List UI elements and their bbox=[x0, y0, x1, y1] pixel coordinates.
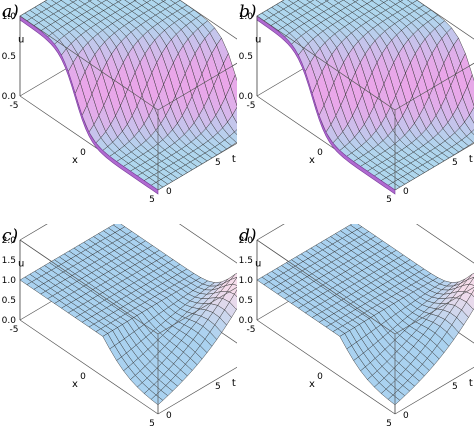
surface-patch bbox=[387, 394, 401, 406]
surface-patch bbox=[150, 394, 164, 406]
surface-patch bbox=[234, 289, 237, 298]
box-edge bbox=[19, 15, 159, 111]
front-box bbox=[19, 15, 237, 190]
box-edge bbox=[157, 286, 237, 335]
panel-label: d) bbox=[239, 226, 257, 246]
box-edge bbox=[256, 239, 396, 335]
box-edge bbox=[157, 366, 237, 415]
t-tick-label: 5 bbox=[215, 382, 221, 392]
t-tick-label: 5 bbox=[452, 158, 458, 168]
surface-patch bbox=[232, 277, 237, 286]
box-edge bbox=[157, 62, 237, 111]
front-box bbox=[256, 15, 474, 190]
x-tick-label: 0 bbox=[317, 372, 323, 382]
z-tick-label: 1.5 bbox=[239, 256, 253, 266]
z-tick-label: 1.0 bbox=[239, 276, 254, 286]
x-tick-label: -5 bbox=[10, 101, 19, 111]
x-tick-label: 0 bbox=[317, 148, 323, 158]
x-tick-label: 5 bbox=[386, 419, 392, 429]
t-tick-label: 0 bbox=[166, 411, 172, 421]
surface-plot-c: -505x0510t0.00.51.01.52.0u c) bbox=[0, 224, 237, 448]
z-tick-label: 0.5 bbox=[239, 296, 253, 306]
box-edge bbox=[256, 319, 396, 415]
z-tick-label: 2.0 bbox=[239, 236, 254, 246]
surface-plot-b: -505x0510t0.00.51.0u b) bbox=[237, 0, 474, 224]
box-edge bbox=[19, 319, 159, 415]
z-axis-label: u bbox=[18, 258, 24, 269]
t-tick-label: 5 bbox=[215, 158, 221, 168]
x-axis-label: x bbox=[309, 155, 315, 166]
box-edge bbox=[394, 62, 474, 111]
box-edge bbox=[19, 224, 48, 241]
surface-mesh bbox=[256, 224, 474, 406]
z-tick-label: 0.0 bbox=[239, 92, 254, 102]
z-tick-label: 1.0 bbox=[239, 12, 254, 22]
surface-mesh bbox=[19, 224, 237, 406]
front-box bbox=[256, 239, 474, 414]
x-tick-label: 0 bbox=[80, 148, 86, 158]
x-axis-label: x bbox=[72, 155, 78, 166]
surface-mesh bbox=[19, 0, 237, 191]
z-tick-label: 1.5 bbox=[2, 256, 16, 266]
t-axis-label: t bbox=[232, 378, 236, 389]
box-edge bbox=[394, 286, 474, 335]
z-axis-label: u bbox=[255, 34, 261, 45]
z-axis-label: u bbox=[255, 258, 261, 269]
box-edge bbox=[256, 224, 285, 241]
box-edge bbox=[19, 239, 159, 335]
panel-label: b) bbox=[239, 2, 257, 22]
panel-label: a) bbox=[2, 2, 19, 22]
x-tick-label: -5 bbox=[247, 101, 256, 111]
surface-plot-a: -505x0510t0.00.51.0u a) bbox=[0, 0, 237, 224]
surface-patch bbox=[232, 106, 237, 124]
t-tick-label: 0 bbox=[403, 411, 409, 421]
z-tick-label: 0.0 bbox=[239, 316, 254, 326]
t-tick-label: 0 bbox=[403, 187, 409, 197]
panel-label: c) bbox=[2, 226, 19, 246]
surface-patch bbox=[397, 0, 404, 2]
t-axis-label: t bbox=[469, 378, 473, 389]
surface-plot-svg: -505x0510t0.00.51.0u bbox=[239, 0, 474, 205]
box-edge bbox=[179, 224, 237, 264]
surface-mesh bbox=[256, 0, 474, 191]
x-tick-label: -5 bbox=[247, 325, 256, 335]
z-tick-label: 0.5 bbox=[2, 52, 16, 62]
t-axis-label: t bbox=[469, 154, 473, 165]
x-tick-label: 0 bbox=[80, 372, 86, 382]
front-edge-ribbon bbox=[19, 15, 159, 195]
front-edge-ribbon bbox=[256, 15, 396, 195]
surface-patch bbox=[160, 0, 167, 2]
front-box bbox=[19, 239, 237, 414]
t-tick-label: 0 bbox=[166, 187, 172, 197]
z-tick-label: 0.0 bbox=[2, 92, 17, 102]
surface-patch bbox=[469, 277, 474, 286]
z-tick-label: 0.5 bbox=[239, 52, 253, 62]
surface-patch bbox=[471, 129, 474, 136]
z-tick-label: 0.5 bbox=[2, 296, 16, 306]
x-axis-label: x bbox=[309, 379, 315, 390]
box-edge bbox=[394, 366, 474, 415]
x-tick-label: 5 bbox=[149, 195, 155, 205]
t-axis-label: t bbox=[232, 154, 236, 165]
z-tick-label: 2.0 bbox=[2, 236, 17, 246]
box-edge bbox=[256, 15, 396, 111]
z-tick-label: 1.0 bbox=[2, 12, 17, 22]
surface-plot-d: -505x0510t0.00.51.01.52.0u d) bbox=[237, 224, 474, 448]
surface-plot-svg: -505x0510t0.00.51.01.52.0u bbox=[239, 224, 474, 429]
z-tick-label: 1.0 bbox=[2, 276, 17, 286]
x-tick-label: -5 bbox=[10, 325, 19, 335]
surface-patch bbox=[234, 129, 237, 136]
z-tick-label: 0.0 bbox=[2, 316, 17, 326]
surface-plot-svg: -505x0510t0.00.51.0u bbox=[2, 0, 237, 205]
x-axis-label: x bbox=[72, 379, 78, 390]
x-tick-label: 5 bbox=[386, 195, 392, 205]
surface-plot-svg: -505x0510t0.00.51.01.52.0u bbox=[2, 224, 237, 429]
surface-patch bbox=[471, 289, 474, 298]
box-edge bbox=[416, 224, 474, 264]
t-tick-label: 5 bbox=[452, 382, 458, 392]
x-tick-label: 5 bbox=[149, 419, 155, 429]
surface-patch bbox=[469, 106, 474, 124]
z-axis-label: u bbox=[18, 34, 24, 45]
